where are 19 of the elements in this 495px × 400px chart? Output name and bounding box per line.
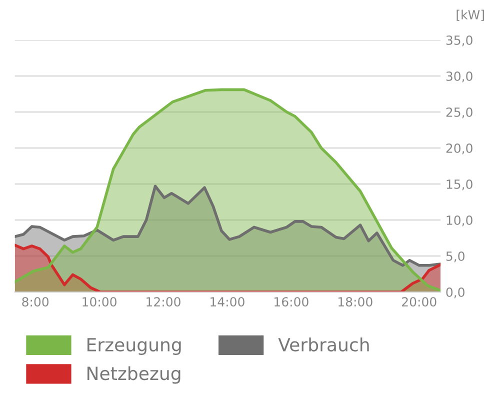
y-axis-title: [kW] (456, 10, 484, 21)
x-tick-label: 10:00 (82, 297, 116, 307)
legend-label: Erzeugung (88, 338, 181, 356)
x-tick-label: 14:00 (210, 297, 244, 307)
x-tick-label: 12:00 (146, 297, 180, 307)
y-tick-label: 35,0 (446, 35, 472, 46)
x-tick-label: 18:00 (338, 297, 372, 307)
y-tick-label: 5,0 (446, 251, 464, 262)
y-tick-label: 10,0 (446, 215, 472, 226)
y-tick-label: 25,0 (446, 107, 472, 118)
y-tick-label: 20,0 (446, 143, 472, 154)
y-tick-label: 30,0 (446, 71, 472, 82)
y-tick-label: 0,0 (446, 287, 464, 298)
x-tick-label: 20:00 (402, 297, 436, 307)
legend-label: Netzbezug (88, 366, 180, 384)
x-tick-label: 8:00 (22, 297, 49, 307)
x-tick-label: 16:00 (274, 297, 308, 307)
legend-label: Verbrauch (278, 338, 369, 352)
y-tick-label: 15,0 (446, 179, 472, 190)
